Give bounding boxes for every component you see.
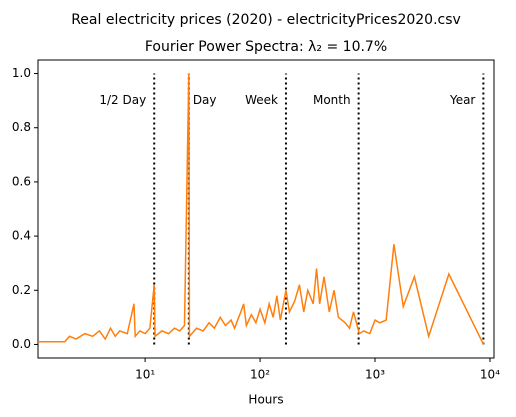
y-tick-label: 0.0: [12, 337, 31, 351]
x-tick-label: 10³: [365, 368, 385, 382]
period-label: 1/2 Day: [99, 93, 146, 107]
period-label: Week: [245, 93, 278, 107]
y-tick-label: 0.6: [12, 174, 31, 188]
suptitle: Real electricity prices (2020) - electri…: [71, 12, 461, 28]
y-tick-label: 0.2: [12, 283, 31, 297]
x-tick-label: 10¹: [135, 368, 155, 382]
spectrum-line: [38, 73, 485, 345]
chart-title: Fourier Power Spectra: λ₂ = 10.7%: [145, 39, 387, 55]
x-axis-label: Hours: [248, 393, 283, 407]
period-label: Year: [449, 93, 475, 107]
x-tick-label: 10²: [250, 368, 270, 382]
period-label: Day: [193, 93, 217, 107]
y-tick-label: 0.8: [12, 120, 31, 134]
plot-frame: [37, 59, 495, 359]
x-tick-label: 10⁴: [480, 368, 500, 382]
period-label: Month: [313, 93, 351, 107]
y-tick-label: 1.0: [12, 66, 31, 80]
y-tick-label: 0.4: [12, 229, 31, 243]
